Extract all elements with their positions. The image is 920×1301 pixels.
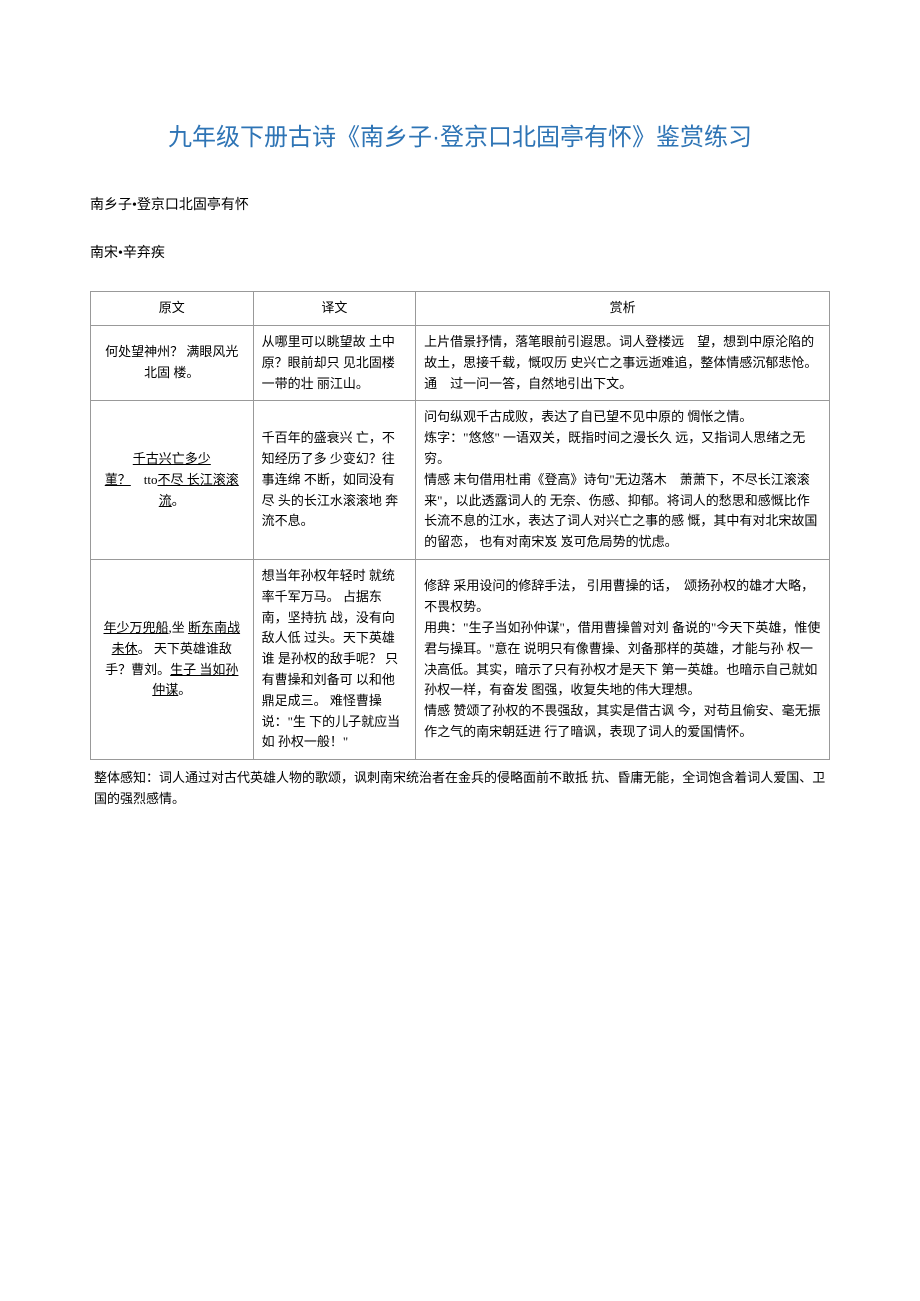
document-page: 九年级下册古诗《南乡子·登京口北固亭有怀》鉴赏练习 南乡子•登京口北固亭有怀 南… [0,0,920,870]
table-row: 年少万兜船,坐 断东南战未休。 天下英雄谁敌 手？曹刘。生子 当如孙仲谋。 想当… [91,559,830,759]
poem-title: 南乡子•登京口北固亭有怀 [90,196,830,216]
table-header-row: 原文 译文 赏析 [91,292,830,326]
cell-appreciation: 上片借景抒情，落笔眼前引遐思。词人登楼远 望，想到中原沦陷的故土，思接千载，慨叹… [416,325,830,400]
table-row: 何处望神州？ 满眼风光北固 楼。 从哪里可以眺望故 土中原？眼前却只 见北固楼一… [91,325,830,400]
col-header-original: 原文 [91,292,254,326]
cell-original: 年少万兜船,坐 断东南战未休。 天下英雄谁敌 手？曹刘。生子 当如孙仲谋。 [91,559,254,759]
col-header-appreciation: 赏析 [416,292,830,326]
page-title: 九年级下册古诗《南乡子·登京口北固亭有怀》鉴赏练习 [90,120,830,156]
cell-translation: 想当年孙权年轻时 就统率千军万马。 占据东南，坚持抗 战，没有向敌人低 过头。天… [253,559,416,759]
appreciation-table: 原文 译文 赏析 何处望神州？ 满眼风光北固 楼。 从哪里可以眺望故 土中原？眼… [90,291,830,760]
table-row: 千古兴亡多少菫？ tto不尽 长江滚滚流。 千百年的盛衰兴 亡，不知经历了多 少… [91,401,830,560]
poem-author: 南宋•辛弃疾 [90,244,830,264]
cell-appreciation: 问句纵观千古成败，表达了自已望不见中原的 惆怅之情。炼字："悠悠" 一语双关，既… [416,401,830,560]
summary-paragraph: 整体感知：词人通过对古代英雄人物的歌颂，讽刺南宋统治者在金兵的侵略面前不敢抵 抗… [90,768,830,810]
col-header-translation: 译文 [253,292,416,326]
cell-translation: 从哪里可以眺望故 土中原？眼前却只 见北固楼一带的壮 丽江山。 [253,325,416,400]
cell-translation: 千百年的盛衰兴 亡，不知经历了多 少变幻？往事连绵 不断，如同没有尽 头的长江水… [253,401,416,560]
cell-original: 何处望神州？ 满眼风光北固 楼。 [91,325,254,400]
cell-appreciation: 修辞 采用设问的修辞手法， 引用曹操的话， 颂扬孙权的雄才大略，不畏权势。用典：… [416,559,830,759]
cell-original: 千古兴亡多少菫？ tto不尽 长江滚滚流。 [91,401,254,560]
